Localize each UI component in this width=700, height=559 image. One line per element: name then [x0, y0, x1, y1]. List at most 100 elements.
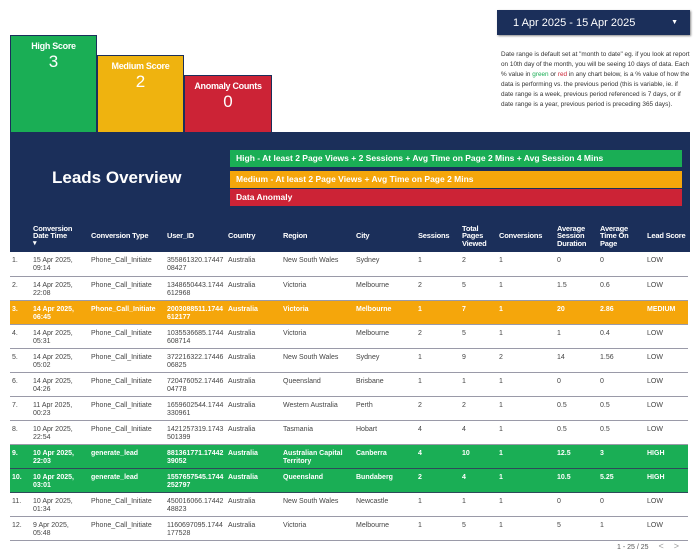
column-header[interactable]: Total Pages Viewed — [462, 223, 487, 248]
cell-n: 4. — [10, 324, 31, 349]
cell-n: 8. — [10, 420, 31, 445]
cell-country: Australia — [226, 516, 281, 541]
cell-c: 1 — [497, 300, 555, 325]
cell-date: 9 Apr 2025, 05:48 — [31, 516, 89, 541]
cell-uid: 372216322.1744606825 — [165, 348, 226, 373]
cell-asd: 5 — [555, 516, 598, 541]
cell-score: HIGH — [645, 444, 688, 469]
cell-date: 15 Apr 2025, 09:14 — [31, 252, 89, 277]
cell-date: 10 Apr 2025, 01:34 — [31, 492, 89, 517]
cell-date: 10 Apr 2025, 03:01 — [31, 468, 89, 493]
cell-atp: 1.56 — [598, 348, 645, 373]
cell-s: 4 — [416, 444, 460, 469]
cell-country: Australia — [226, 468, 281, 493]
column-header[interactable]: Conversion Type — [91, 231, 149, 241]
date-range-value: 1 Apr 2025 - 15 Apr 2025 — [513, 16, 636, 29]
card-label: High Score — [31, 41, 76, 51]
cell-asd: 20 — [555, 300, 598, 325]
cell-n: 12. — [10, 516, 31, 541]
cell-city: Canberra — [354, 444, 416, 469]
card-label: Anomaly Counts — [194, 81, 262, 91]
cell-country: Australia — [226, 372, 281, 397]
cell-s: 1 — [416, 492, 460, 517]
cell-s: 1 — [416, 300, 460, 325]
cell-date: 10 Apr 2025, 22:54 — [31, 420, 89, 445]
cell-n: 9. — [10, 444, 31, 469]
prev-page-button[interactable]: < — [658, 541, 664, 551]
cell-p: 5 — [460, 516, 497, 541]
table-row: 4. 14 Apr 2025, 05:31 Phone_Call_Initiate 1… — [10, 324, 688, 349]
cell-asd: 14 — [555, 348, 598, 373]
legend-anomaly: Data Anomaly — [230, 189, 682, 206]
cell-p: 2 — [460, 252, 497, 277]
cell-atp: 0.5 — [598, 396, 645, 421]
cell-country: Australia — [226, 252, 281, 277]
cell-city: Sydney — [354, 348, 416, 373]
cell-date: 11 Apr 2025, 00:23 — [31, 396, 89, 421]
cell-p: 1 — [460, 372, 497, 397]
cell-asd: 0 — [555, 372, 598, 397]
table-row: 12. 9 Apr 2025, 05:48 Phone_Call_Initiate 1… — [10, 516, 688, 541]
cell-c: 1 — [497, 324, 555, 349]
cell-s: 2 — [416, 276, 460, 301]
cell-city: Bundaberg — [354, 468, 416, 493]
cell-c: 2 — [497, 348, 555, 373]
cell-score: LOW — [645, 492, 688, 517]
cell-region: Tasmania — [281, 420, 354, 445]
date-range-picker[interactable]: 1 Apr 2025 - 15 Apr 2025 ▼ — [497, 10, 690, 35]
column-header[interactable]: Average Session Duration — [557, 223, 587, 248]
column-header[interactable]: Region — [283, 231, 308, 241]
cell-s: 2 — [416, 396, 460, 421]
cell-city: Melbourne — [354, 300, 416, 325]
column-header[interactable]: Country — [228, 231, 256, 241]
cell-asd: 0.5 — [555, 420, 598, 445]
cell-c: 1 — [497, 492, 555, 517]
cell-uid: 1035536685.1744608714 — [165, 324, 226, 349]
pagination: 1 - 25 / 25 < > — [617, 541, 679, 551]
cell-atp: 0 — [598, 372, 645, 397]
sort-desc-icon[interactable]: ▾ — [33, 239, 37, 247]
legend-high: High - At least 2 Page Views + 2 Session… — [230, 150, 682, 167]
cell-p: 7 — [460, 300, 497, 325]
cell-city: Newcastle — [354, 492, 416, 517]
cell-city: Melbourne — [354, 324, 416, 349]
cell-n: 7. — [10, 396, 31, 421]
cell-type: Phone_Call_Initiate — [89, 300, 165, 325]
column-header[interactable]: City — [356, 231, 370, 241]
cell-uid: 1659602544.1744330961 — [165, 396, 226, 421]
cell-uid: 1160697095.1744177528 — [165, 516, 226, 541]
cell-atp: 0.5 — [598, 420, 645, 445]
cell-type: Phone_Call_Initiate — [89, 252, 165, 277]
cell-atp: 0 — [598, 252, 645, 277]
cell-city: Melbourne — [354, 516, 416, 541]
cell-country: Australia — [226, 324, 281, 349]
cell-asd: 12.5 — [555, 444, 598, 469]
page-title: Leads Overview — [52, 168, 182, 187]
card-value: 0 — [223, 92, 233, 111]
cell-city: Sydney — [354, 252, 416, 277]
column-header[interactable]: User_ID — [167, 231, 194, 241]
column-header[interactable]: Conversion Date Time ▾ — [31, 220, 89, 252]
cell-s: 4 — [416, 420, 460, 445]
column-header[interactable]: Average Time On Page — [600, 223, 629, 248]
cell-n: 10. — [10, 468, 31, 493]
next-page-button[interactable]: > — [673, 541, 680, 551]
cell-uid: 1348650443.1744612968 — [165, 276, 226, 301]
cell-n: 5. — [10, 348, 31, 373]
cell-region: Queensland — [281, 372, 354, 397]
column-header[interactable]: Conversions — [499, 231, 543, 241]
cell-region: Victoria — [281, 300, 354, 325]
column-header[interactable]: Lead Score — [647, 231, 686, 241]
cell-n: 6. — [10, 372, 31, 397]
note-green: green — [532, 71, 549, 78]
cell-score: LOW — [645, 324, 688, 349]
cell-type: Phone_Call_Initiate — [89, 276, 165, 301]
table-row: 3. 14 Apr 2025, 06:45 Phone_Call_Initiate 2… — [10, 300, 688, 325]
note-text: Date range is default set at "month to d… — [501, 51, 690, 78]
cell-region: New South Wales — [281, 492, 354, 517]
cell-uid: 2003088511.1744612177 — [165, 300, 226, 325]
cell-atp: 0.4 — [598, 324, 645, 349]
column-header[interactable]: Sessions — [418, 231, 450, 241]
table-row: 5. 14 Apr 2025, 05:02 Phone_Call_Initiate 3… — [10, 348, 688, 373]
card-value: 3 — [48, 52, 59, 71]
